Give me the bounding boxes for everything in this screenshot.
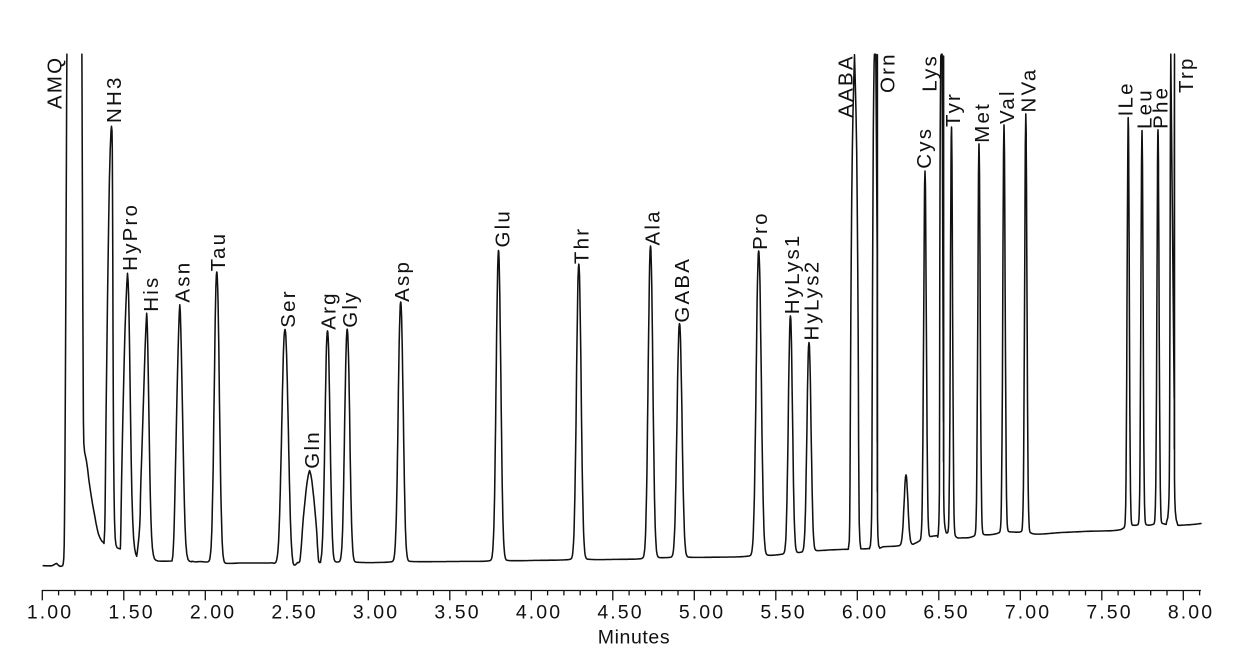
svg-text:Lys: Lys (919, 54, 942, 92)
svg-text:8.00: 8.00 (1168, 602, 1214, 624)
svg-text:Phe: Phe (1150, 86, 1173, 129)
svg-text:7.00: 7.00 (1005, 602, 1051, 624)
svg-text:Minutes: Minutes (598, 627, 670, 649)
svg-text:Pro: Pro (749, 211, 772, 250)
svg-text:Asn: Asn (171, 261, 194, 303)
svg-text:HyLys1: HyLys1 (781, 234, 804, 315)
svg-text:Tyr: Tyr (942, 92, 965, 127)
svg-text:NH3: NH3 (103, 75, 126, 123)
svg-text:Leu: Leu (1134, 88, 1157, 129)
svg-text:His: His (140, 275, 163, 311)
svg-text:HyLys2: HyLys2 (801, 260, 824, 341)
svg-text:Orn: Orn (877, 52, 900, 93)
svg-text:1.50: 1.50 (108, 602, 154, 624)
svg-text:5.00: 5.00 (679, 602, 725, 624)
svg-text:6.00: 6.00 (842, 602, 888, 624)
svg-text:Met: Met (971, 102, 994, 143)
svg-text:Ser: Ser (277, 289, 300, 328)
svg-text:4.00: 4.00 (516, 602, 562, 624)
svg-text:2.50: 2.50 (271, 602, 317, 624)
svg-text:Gln: Gln (301, 430, 324, 469)
svg-text:Gly: Gly (339, 290, 362, 327)
svg-text:HyPro: HyPro (119, 203, 142, 271)
svg-text:GABA: GABA (671, 257, 694, 323)
svg-text:Ala: Ala (642, 209, 665, 245)
svg-text:2.00: 2.00 (190, 602, 236, 624)
svg-text:ILe: ILe (1114, 81, 1137, 116)
svg-text:AABA: AABA (835, 54, 858, 118)
svg-text:1.00: 1.00 (27, 602, 73, 624)
svg-text:6.50: 6.50 (923, 602, 969, 624)
svg-text:Asp: Asp (391, 260, 414, 302)
svg-text:Arg: Arg (318, 291, 341, 330)
svg-text:4.50: 4.50 (597, 602, 643, 624)
svg-text:Cys: Cys (913, 127, 936, 169)
svg-text:Val: Val (996, 89, 1019, 124)
svg-text:Trp: Trp (1175, 56, 1198, 93)
svg-text:5.50: 5.50 (760, 602, 806, 624)
svg-text:3.00: 3.00 (353, 602, 399, 624)
svg-text:7.50: 7.50 (1086, 602, 1132, 624)
svg-text:Glu: Glu (492, 209, 515, 248)
svg-text:AMQ: AMQ (44, 56, 67, 109)
svg-text:Tau: Tau (207, 232, 230, 272)
svg-text:3.50: 3.50 (434, 602, 480, 624)
svg-text:Thr: Thr (570, 227, 593, 264)
svg-text:NVa: NVa (1018, 68, 1041, 113)
